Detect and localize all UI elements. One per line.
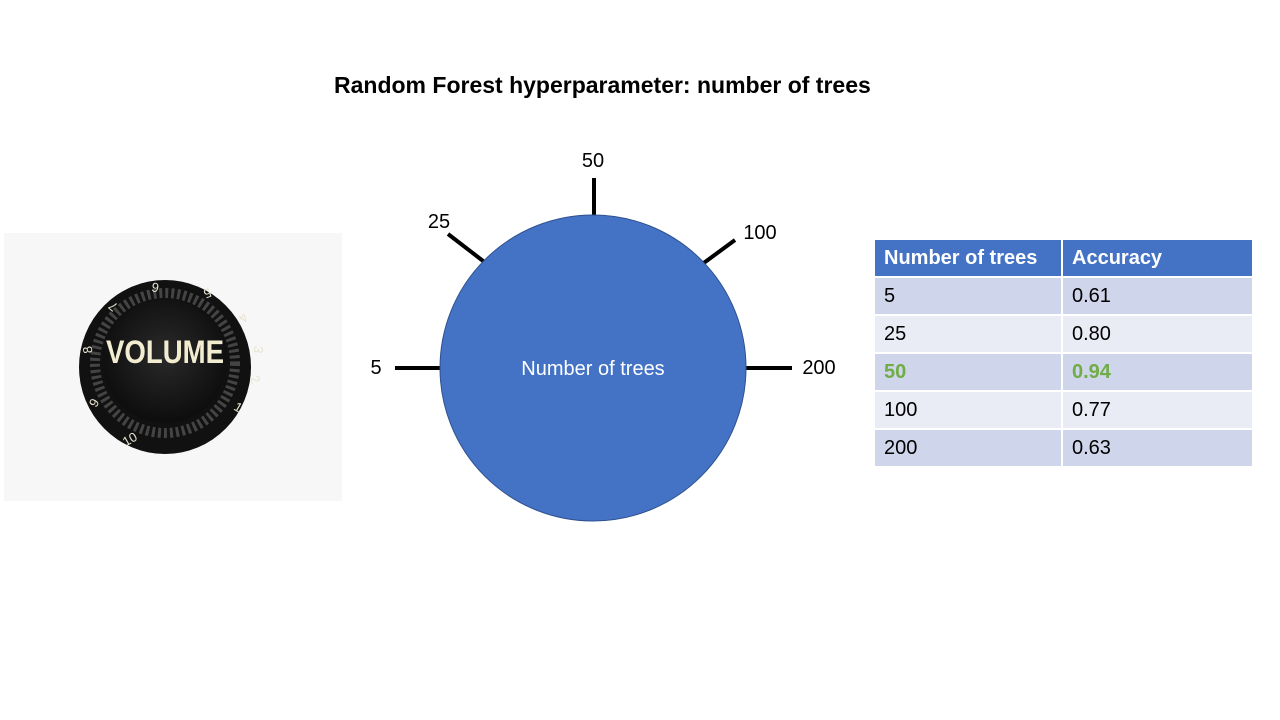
tick-line-25 (446, 232, 489, 266)
tick-label-100: 100 (743, 222, 776, 244)
accuracy-table: Number of trees Accuracy 5 0.61 25 0.80 … (875, 240, 1252, 468)
cell-trees: 25 (875, 316, 1063, 354)
dial-circle (439, 214, 747, 522)
cell-accuracy: 0.63 (1063, 430, 1252, 468)
table-row: 25 0.80 (875, 316, 1252, 354)
slide-title: Random Forest hyperparameter: number of … (334, 72, 871, 98)
table-header-row: Number of trees Accuracy (875, 240, 1252, 278)
header-accuracy: Accuracy (1063, 240, 1252, 278)
knob-scale-5: 5 (202, 285, 214, 302)
cell-trees: 5 (875, 278, 1063, 316)
tick-line-100 (699, 238, 737, 267)
cell-trees: 100 (875, 392, 1063, 430)
knob-scale-2: 2 (247, 373, 264, 385)
knob-label: VOLUME (106, 334, 224, 370)
table-row: 5 0.61 (875, 278, 1252, 316)
table-row-highlighted: 50 0.94 (875, 354, 1252, 392)
cell-accuracy: 0.61 (1063, 278, 1252, 316)
knob-scale-6: 6 (150, 279, 160, 295)
volume-knob-icon: 1 2 3 4 5 6 7 8 9 10 VOLUME (4, 233, 342, 501)
cell-trees: 200 (875, 430, 1063, 468)
header-number-of-trees: Number of trees (875, 240, 1063, 278)
tick-label-50: 50 (582, 150, 604, 172)
knob-scale-8: 8 (80, 345, 96, 355)
tick-label-25: 25 (428, 211, 450, 233)
cell-accuracy: 0.80 (1063, 316, 1252, 354)
knob-scale-3: 3 (250, 345, 266, 355)
table-row: 100 0.77 (875, 392, 1252, 430)
table-row: 200 0.63 (875, 430, 1252, 468)
cell-accuracy: 0.94 (1063, 354, 1252, 392)
tick-label-200: 200 (802, 357, 835, 379)
dial-center-label: Number of trees (521, 358, 664, 380)
cell-trees: 50 (875, 354, 1063, 392)
cell-accuracy: 0.77 (1063, 392, 1252, 430)
tick-label-5: 5 (370, 357, 381, 379)
knob-scale-10: 10 (120, 429, 140, 449)
